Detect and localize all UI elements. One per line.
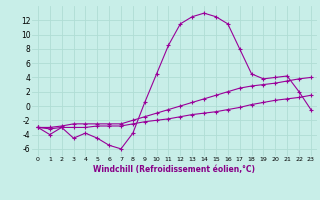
X-axis label: Windchill (Refroidissement éolien,°C): Windchill (Refroidissement éolien,°C): [93, 165, 255, 174]
